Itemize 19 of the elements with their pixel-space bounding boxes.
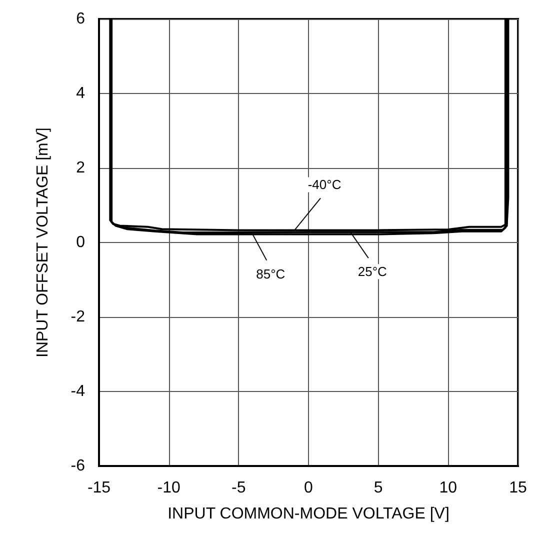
annotation: 25°C [358, 264, 387, 280]
y-tick-label: -2 [70, 308, 86, 326]
x-tick-label: -5 [232, 480, 246, 496]
annotation: -40°C [308, 177, 342, 192]
y-tick-label: 0 [76, 234, 86, 251]
x-axis-title: INPUT COMMON-MODE VOLTAGE [V] [168, 506, 450, 522]
annotation: 85°C [256, 266, 286, 282]
y-tick-label: -6 [70, 458, 86, 474]
y-tick-label: 2 [76, 160, 86, 176]
y-tick-label: -4 [70, 383, 86, 400]
x-tick-label: 10 [439, 480, 458, 496]
y-tick-label: 4 [76, 85, 86, 102]
x-tick-label: 5 [374, 480, 383, 496]
x-tick-label: -10 [157, 480, 180, 496]
x-tick-label: -15 [87, 480, 111, 496]
x-tick-label: 15 [509, 480, 527, 496]
y-tick-label: 6 [76, 10, 86, 28]
y-axis-title: INPUT OFFSET VOLTAGE [mV] [34, 128, 52, 358]
x-tick-label: 0 [304, 480, 314, 496]
